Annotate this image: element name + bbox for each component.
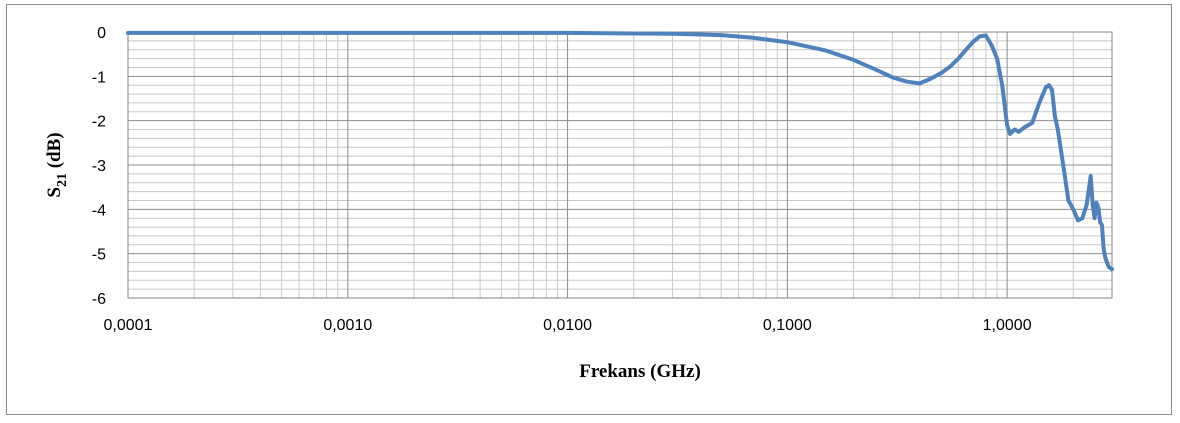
x-tick-label: 1,0000 [983,317,1032,334]
y-axis-title-main: S [44,187,65,198]
major-gridlines [127,31,1112,299]
y-tick-label: -6 [92,291,106,308]
y-axis-tick-labels: 0 -1 -2 -3 -4 -5 -6 [92,25,106,308]
y-tick-label: -2 [92,114,106,131]
y-tick-label: -5 [92,247,106,264]
y-tick-label: -4 [92,202,106,219]
y-axis-title: S21 (dB) [44,132,70,197]
y-axis-title-subscript: 21 [55,173,70,187]
x-tick-label: 0,0010 [323,317,372,334]
x-tick-label: 0,1000 [763,317,812,334]
x-axis-tick-labels: 0,0001 0,0010 0,0100 0,1000 1,0000 [104,317,1032,334]
y-tick-label: -1 [92,69,106,86]
y-axis-title-unit: (dB) [44,132,65,173]
x-tick-label: 0,0001 [104,317,153,334]
x-tick-label: 0,0100 [543,317,592,334]
y-tick-label: 0 [97,25,106,42]
x-axis-title: Frekans (GHz) [579,361,701,382]
y-tick-label: -3 [92,158,106,175]
s21-series-line [126,30,1114,272]
